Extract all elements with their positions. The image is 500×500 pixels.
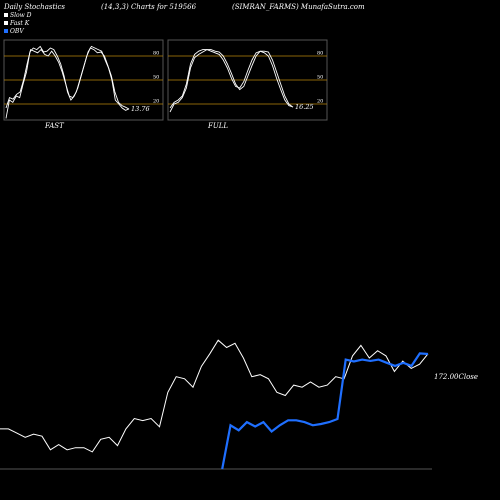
legend-swatch-obv [4,29,8,33]
fast-tick-label-20: 20 [153,99,159,105]
legend-label-obv: OBV [10,28,24,35]
fast-series-fast-k [5,45,130,119]
fast-series-slow-d [5,47,130,110]
legend-label-slow-d: Slow D [10,12,32,19]
full-panel-label: FULL [207,122,228,130]
legend-swatch-fast-k [4,21,8,25]
close-price-label: 172.00Close [434,373,478,381]
header-title-center: (14,3,3) Charts for 519566 [101,3,197,11]
fast-panel: 80 50 20 13.76 FAST [3,39,164,130]
full-series-slow-d [169,49,294,109]
legend: Slow D Fast K OBV [4,12,32,35]
full-last-value: 16.25 [295,103,314,111]
price-obv-panel: 172.00Close [0,339,478,470]
fast-tick-label-80: 80 [153,51,159,57]
legend-swatch-slow-d [4,13,8,17]
header-title-left: Daily Stochastics [3,3,65,11]
header-title-right: (SIMRAN_FARMS) MunafaSutra.com [232,3,365,11]
fast-panel-label: FAST [44,122,65,130]
fast-last-value: 13.76 [131,105,150,113]
full-tick-label-50: 50 [317,75,323,81]
close-price-line [0,339,429,453]
full-tick-label-20: 20 [317,99,323,105]
full-series-fast-k [169,49,294,113]
legend-label-fast-k: Fast K [9,20,30,27]
fast-tick-label-50: 50 [153,75,159,81]
full-panel: 80 50 20 16.25 FULL [167,39,328,130]
obv-line [221,352,429,470]
full-tick-label-80: 80 [317,51,323,57]
